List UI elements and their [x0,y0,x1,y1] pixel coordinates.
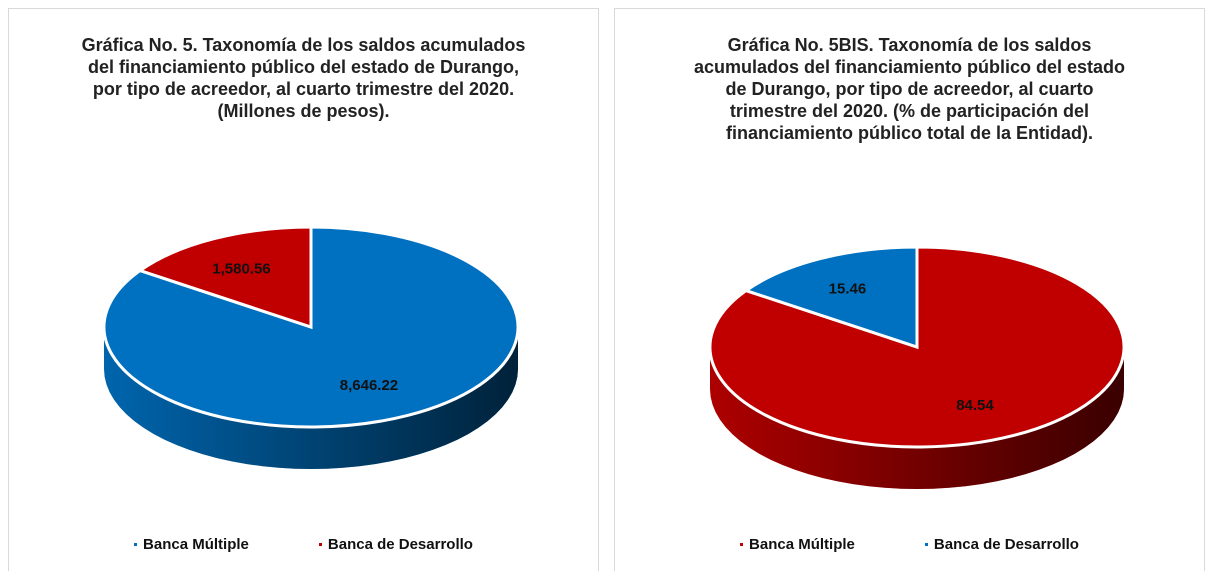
data-label: 8,646.22 [340,377,398,394]
legend-label: Banca Múltiple [749,536,855,553]
legend-swatch [318,543,322,546]
pie-chart: 8,646.22 1,580.56 [102,225,520,469]
pie-slice [136,225,313,330]
chart-panel: Gráfica No. 5. Taxonomía de los saldos a… [8,8,599,571]
legend-label: Banca de Desarrollo [327,536,473,553]
chart-panel: Gráfica No. 5BIS. Taxonomía de los saldo… [614,8,1205,571]
legend-label: Banca de Desarrollo [933,536,1079,553]
legend-item: Banca Múltiple [134,536,249,553]
legend: Banca Múltiple Banca de Desarrollo [9,536,598,553]
legend-item: Banca de Desarrollo [924,536,1079,553]
legend-label: Banca Múltiple [143,536,249,553]
legend: Banca Múltiple Banca de Desarrollo [615,536,1204,553]
data-label: 1,580.56 [212,260,270,277]
chart-title: Gráfica No. 5. Taxonomía de los saldos a… [81,35,526,121]
legend-swatch [740,543,744,546]
legend-item: Banca Múltiple [740,536,855,553]
pie-slice [742,245,919,350]
data-label: 84.54 [956,397,994,414]
pie-side-shade [104,327,518,469]
legend-swatch [924,543,928,546]
pie-side-shade [710,347,1124,489]
chart-title: Gráfica No. 5BIS. Taxonomía de los saldo… [693,35,1126,143]
legend-item: Banca de Desarrollo [318,536,473,553]
pie-chart: 84.54 15.46 [708,245,1126,489]
legend-swatch [134,543,138,546]
data-label: 15.46 [829,280,867,297]
